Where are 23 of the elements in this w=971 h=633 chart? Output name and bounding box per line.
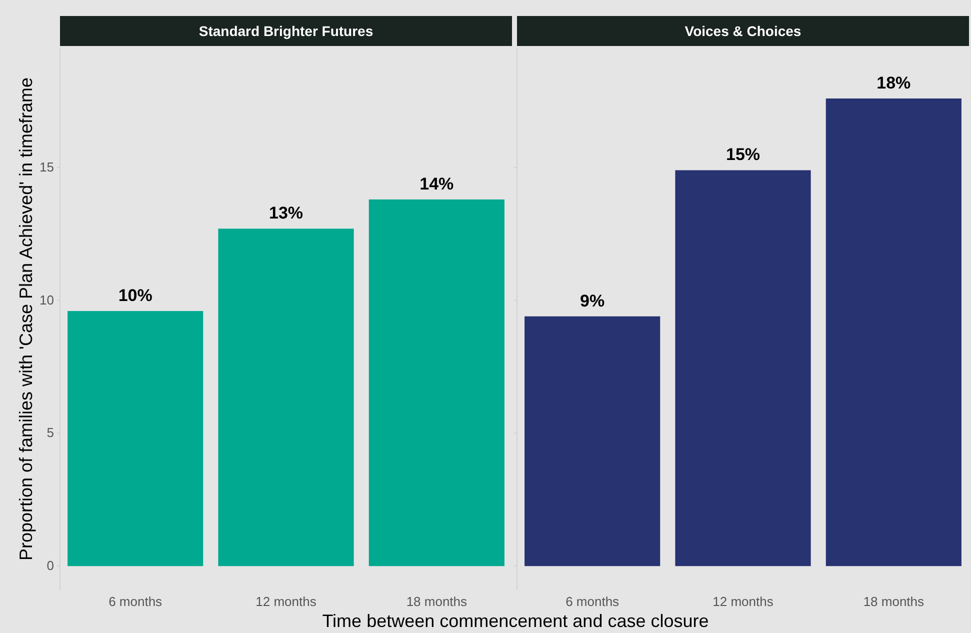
x-axis-title: Time between commencement and case closure bbox=[322, 611, 709, 631]
x-tick-label: 6 months bbox=[566, 594, 620, 609]
x-tick-label: 12 months bbox=[712, 594, 774, 609]
data-label: 9% bbox=[580, 291, 605, 310]
chart-title: Standard Brighter Futures bbox=[198, 23, 374, 39]
y-axis-title: Proportion of families with 'Case Plan Achieved' in timeframe bbox=[16, 77, 36, 561]
data-label: 14% bbox=[420, 174, 454, 194]
bar bbox=[368, 199, 504, 566]
chart-title: Voices & Choices bbox=[684, 23, 802, 39]
data-label: 13% bbox=[268, 204, 304, 223]
bar bbox=[68, 311, 204, 566]
y-tick-label: 15 bbox=[40, 160, 54, 175]
data-label: 10% bbox=[118, 286, 152, 306]
data-label: 18% bbox=[876, 73, 911, 92]
x-tick-label: 6 months bbox=[108, 594, 163, 609]
x-tick-label: 18 months bbox=[406, 594, 468, 609]
bar bbox=[218, 228, 354, 566]
data-label: 15% bbox=[726, 145, 760, 164]
y-tick-label: 10 bbox=[40, 292, 54, 308]
y-tick-label: 0 bbox=[46, 558, 54, 574]
y-tick-label: 5 bbox=[46, 425, 54, 440]
x-tick-label: 18 months bbox=[863, 594, 925, 609]
x-tick-label: 12 months bbox=[256, 594, 317, 609]
